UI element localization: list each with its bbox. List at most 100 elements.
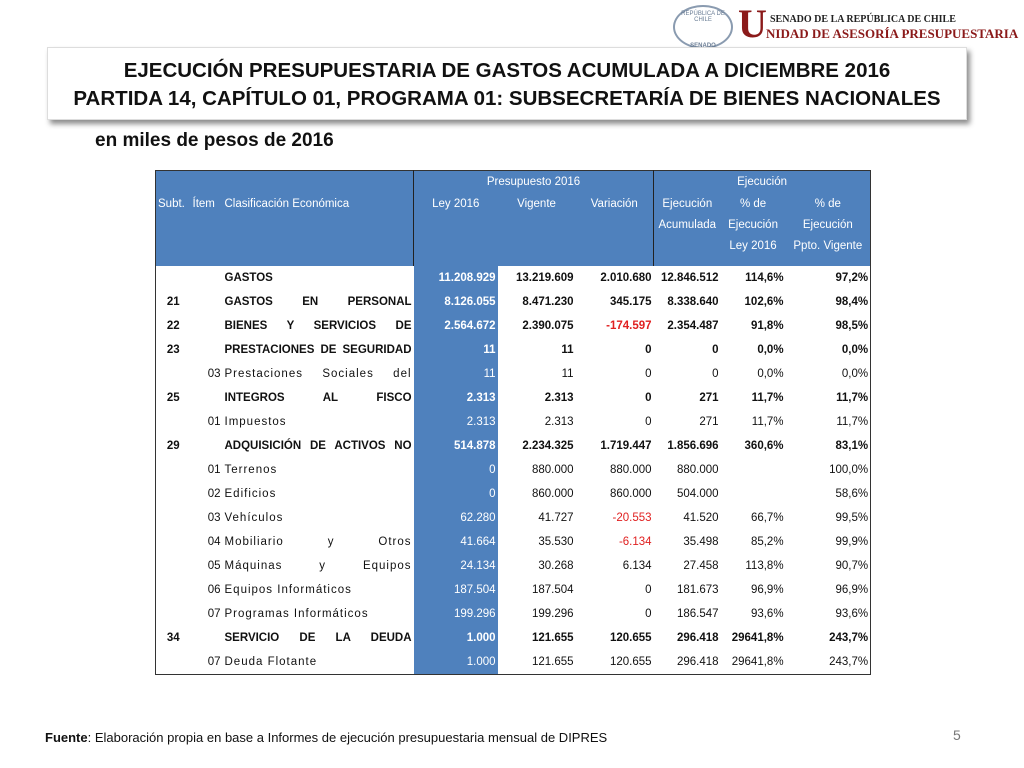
table-cell: Edificios <box>224 488 277 500</box>
table-row: 04 Mobiliario y Otros 41.664 35.530 -6.134 35… <box>156 530 871 554</box>
table-cell: 66,7% <box>750 512 784 524</box>
table-cell: 181.673 <box>676 584 719 596</box>
table-cell: 07 <box>207 608 221 620</box>
table-cell: 1.719.447 <box>600 440 652 452</box>
table-cell: 11 <box>561 368 574 380</box>
table-cell: 860.000 <box>531 488 574 500</box>
header-cell <box>155 170 415 194</box>
footer-label: Fuente <box>45 730 88 745</box>
table-cell: 243,7% <box>829 632 869 644</box>
table-cell <box>156 266 191 290</box>
title-line: EJECUCIÓN PRESUPUESTARIA DE GASTOS ACUMU… <box>123 59 891 82</box>
table-cell <box>156 410 191 434</box>
header-line: Ejecución <box>728 219 778 231</box>
table-cell <box>191 434 223 458</box>
table-cell: Equipos Informáticos <box>224 584 352 596</box>
table-cell: 0 <box>645 344 652 356</box>
table-cell <box>156 482 191 506</box>
group-row: Presupuesto 2016 Ejecución <box>155 170 871 194</box>
table-cell: 01 <box>207 416 221 428</box>
column-header: % de Ejecución Ppto. Vigente <box>785 194 871 266</box>
table-cell <box>156 650 191 675</box>
header-line: % de <box>814 198 841 210</box>
table-cell: 360,6% <box>744 440 784 452</box>
table-cell: 1.000 <box>413 650 498 675</box>
column-header: Vigente <box>497 194 576 266</box>
table-cell: Máquinas y Equipos <box>224 560 412 572</box>
table-cell: 0 <box>645 368 652 380</box>
seal-bottom: SENADO <box>690 43 716 49</box>
table-cell: INTEGROS AL FISCO <box>224 392 412 404</box>
table-cell: Mobiliario y Otros <box>224 536 412 548</box>
table-cell: 30.268 <box>538 560 574 572</box>
table-cell: 83,1% <box>835 440 869 452</box>
table-cell: 0 <box>712 344 719 356</box>
table-cell: 120.655 <box>609 656 652 668</box>
org-line2: NIDAD DE ASESORÍA PRESUPUESTARIA <box>766 26 1019 41</box>
table-cell: 0,0% <box>841 344 869 356</box>
table-cell: 2.313 <box>544 392 574 404</box>
table-cell: 0,0% <box>757 368 784 380</box>
header-line: Acumulada <box>658 219 717 231</box>
table-cell: 41.520 <box>683 512 719 524</box>
table-row: 07 Deuda Flotante 1.000 121.655 120.655 296.4… <box>156 650 871 675</box>
table-cell: 880.000 <box>676 464 719 476</box>
table-cell: 186.547 <box>676 608 719 620</box>
table-cell <box>721 482 786 506</box>
org-initial: U <box>738 1 767 46</box>
table-cell: 02 <box>207 488 221 500</box>
table-cell <box>156 530 191 554</box>
table-row: 21 GASTOS EN PERSONAL 8.126.055 8.471.230 34… <box>156 290 871 314</box>
table-cell: 93,6% <box>750 608 784 620</box>
table-cell: 25 <box>166 392 180 404</box>
table-cell: 0,0% <box>841 368 869 380</box>
header-line: Subt. <box>158 198 185 210</box>
table-cell: 98,4% <box>835 296 869 308</box>
table-cell: 2.234.325 <box>522 440 574 452</box>
table-cell <box>156 458 191 482</box>
budget-table: Presupuesto 2016 Ejecución Subt. Ítem Clasif… <box>155 170 872 675</box>
table-cell: 296.418 <box>676 632 719 644</box>
table-cell: Terrenos <box>224 464 278 476</box>
table-cell: 91,8% <box>750 320 784 332</box>
header-line: Ejecución <box>802 219 853 231</box>
table-cell: 0 <box>413 482 498 506</box>
table-cell: 880.000 <box>609 464 652 476</box>
footer: Fuente: Elaboración propia en base a Inf… <box>45 730 607 745</box>
table-cell: 03 <box>207 368 221 380</box>
table-cell: 21 <box>166 296 180 308</box>
table-row: 29 ADQUISICIÓN DE ACTIVOS NO 514.878 2.234.… <box>156 434 871 458</box>
table-cell <box>191 338 223 362</box>
table-cell: BIENES Y SERVICIOS DE <box>224 320 412 332</box>
table-row: 25 INTEGROS AL FISCO 2.313 2.313 0 271 11,7% 11… <box>156 386 871 410</box>
table-cell: 41.727 <box>538 512 574 524</box>
header-row: Subt. Ítem Clasificación Económica Ley 2016… <box>155 194 871 266</box>
table-row: 02 Edificios 0 860.000 860.000 504.000 58,6% <box>156 482 871 506</box>
table-cell <box>156 602 191 626</box>
table-cell: 12.846.512 <box>660 272 719 284</box>
table-cell: 11 <box>413 338 498 362</box>
table-cell: 07 <box>207 656 221 668</box>
table-row: 22 BIENES Y SERVICIOS DE 2.564.672 2.390.07… <box>156 314 871 338</box>
column-header: Variación <box>575 194 655 266</box>
table-cell: 102,6% <box>744 296 784 308</box>
table-cell: 11 <box>413 362 498 386</box>
table-cell: 0 <box>645 608 652 620</box>
column-header: Ejecución Acumulada <box>653 194 721 266</box>
table-row: 07 Programas Informáticos 199.296 199.296 0 1… <box>156 602 871 626</box>
column-header: Ítem <box>190 194 223 266</box>
header-line: Vigente <box>517 198 556 210</box>
table-cell <box>156 506 191 530</box>
table-row: GASTOS 11.208.929 13.219.609 2.010.680 12.84… <box>156 266 871 290</box>
table-cell: 1.000 <box>413 626 498 650</box>
table-cell: 85,2% <box>750 536 784 548</box>
table-cell: 0,0% <box>757 344 784 356</box>
header-line: Ejecución <box>662 198 713 210</box>
header-line: Variación <box>590 198 638 210</box>
table-cell: 100,0% <box>829 464 869 476</box>
table-cell: -20.553 <box>612 512 652 524</box>
table-cell: GASTOS EN PERSONAL <box>224 296 412 308</box>
table-row: 03 Vehículos 62.280 41.727 -20.553 41.520 66,7… <box>156 506 871 530</box>
table-cell: 0 <box>645 392 652 404</box>
